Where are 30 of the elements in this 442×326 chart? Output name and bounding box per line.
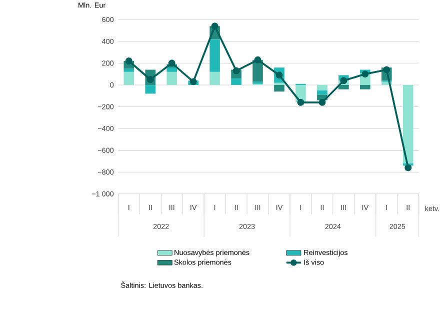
point [318, 99, 326, 106]
bar [274, 85, 284, 92]
bar [145, 85, 156, 94]
bar [402, 85, 414, 164]
bar [274, 82, 284, 86]
point [254, 56, 262, 64]
bar [210, 72, 220, 86]
point [383, 66, 390, 74]
point [276, 72, 283, 79]
bar [124, 68, 134, 72]
point [168, 60, 176, 67]
bar [338, 85, 349, 90]
point [340, 77, 348, 84]
point [297, 99, 304, 106]
bar [166, 72, 177, 86]
point [404, 164, 412, 172]
bar [210, 39, 220, 72]
bar [360, 85, 370, 90]
point [211, 22, 218, 30]
point [362, 70, 369, 78]
bar [317, 90, 328, 95]
bar [317, 85, 328, 91]
point [125, 58, 132, 65]
bar [166, 68, 177, 72]
point [146, 76, 154, 84]
bar [252, 82, 263, 84]
bar [124, 72, 134, 86]
point [190, 78, 197, 86]
bar [231, 78, 242, 86]
point [232, 67, 240, 74]
